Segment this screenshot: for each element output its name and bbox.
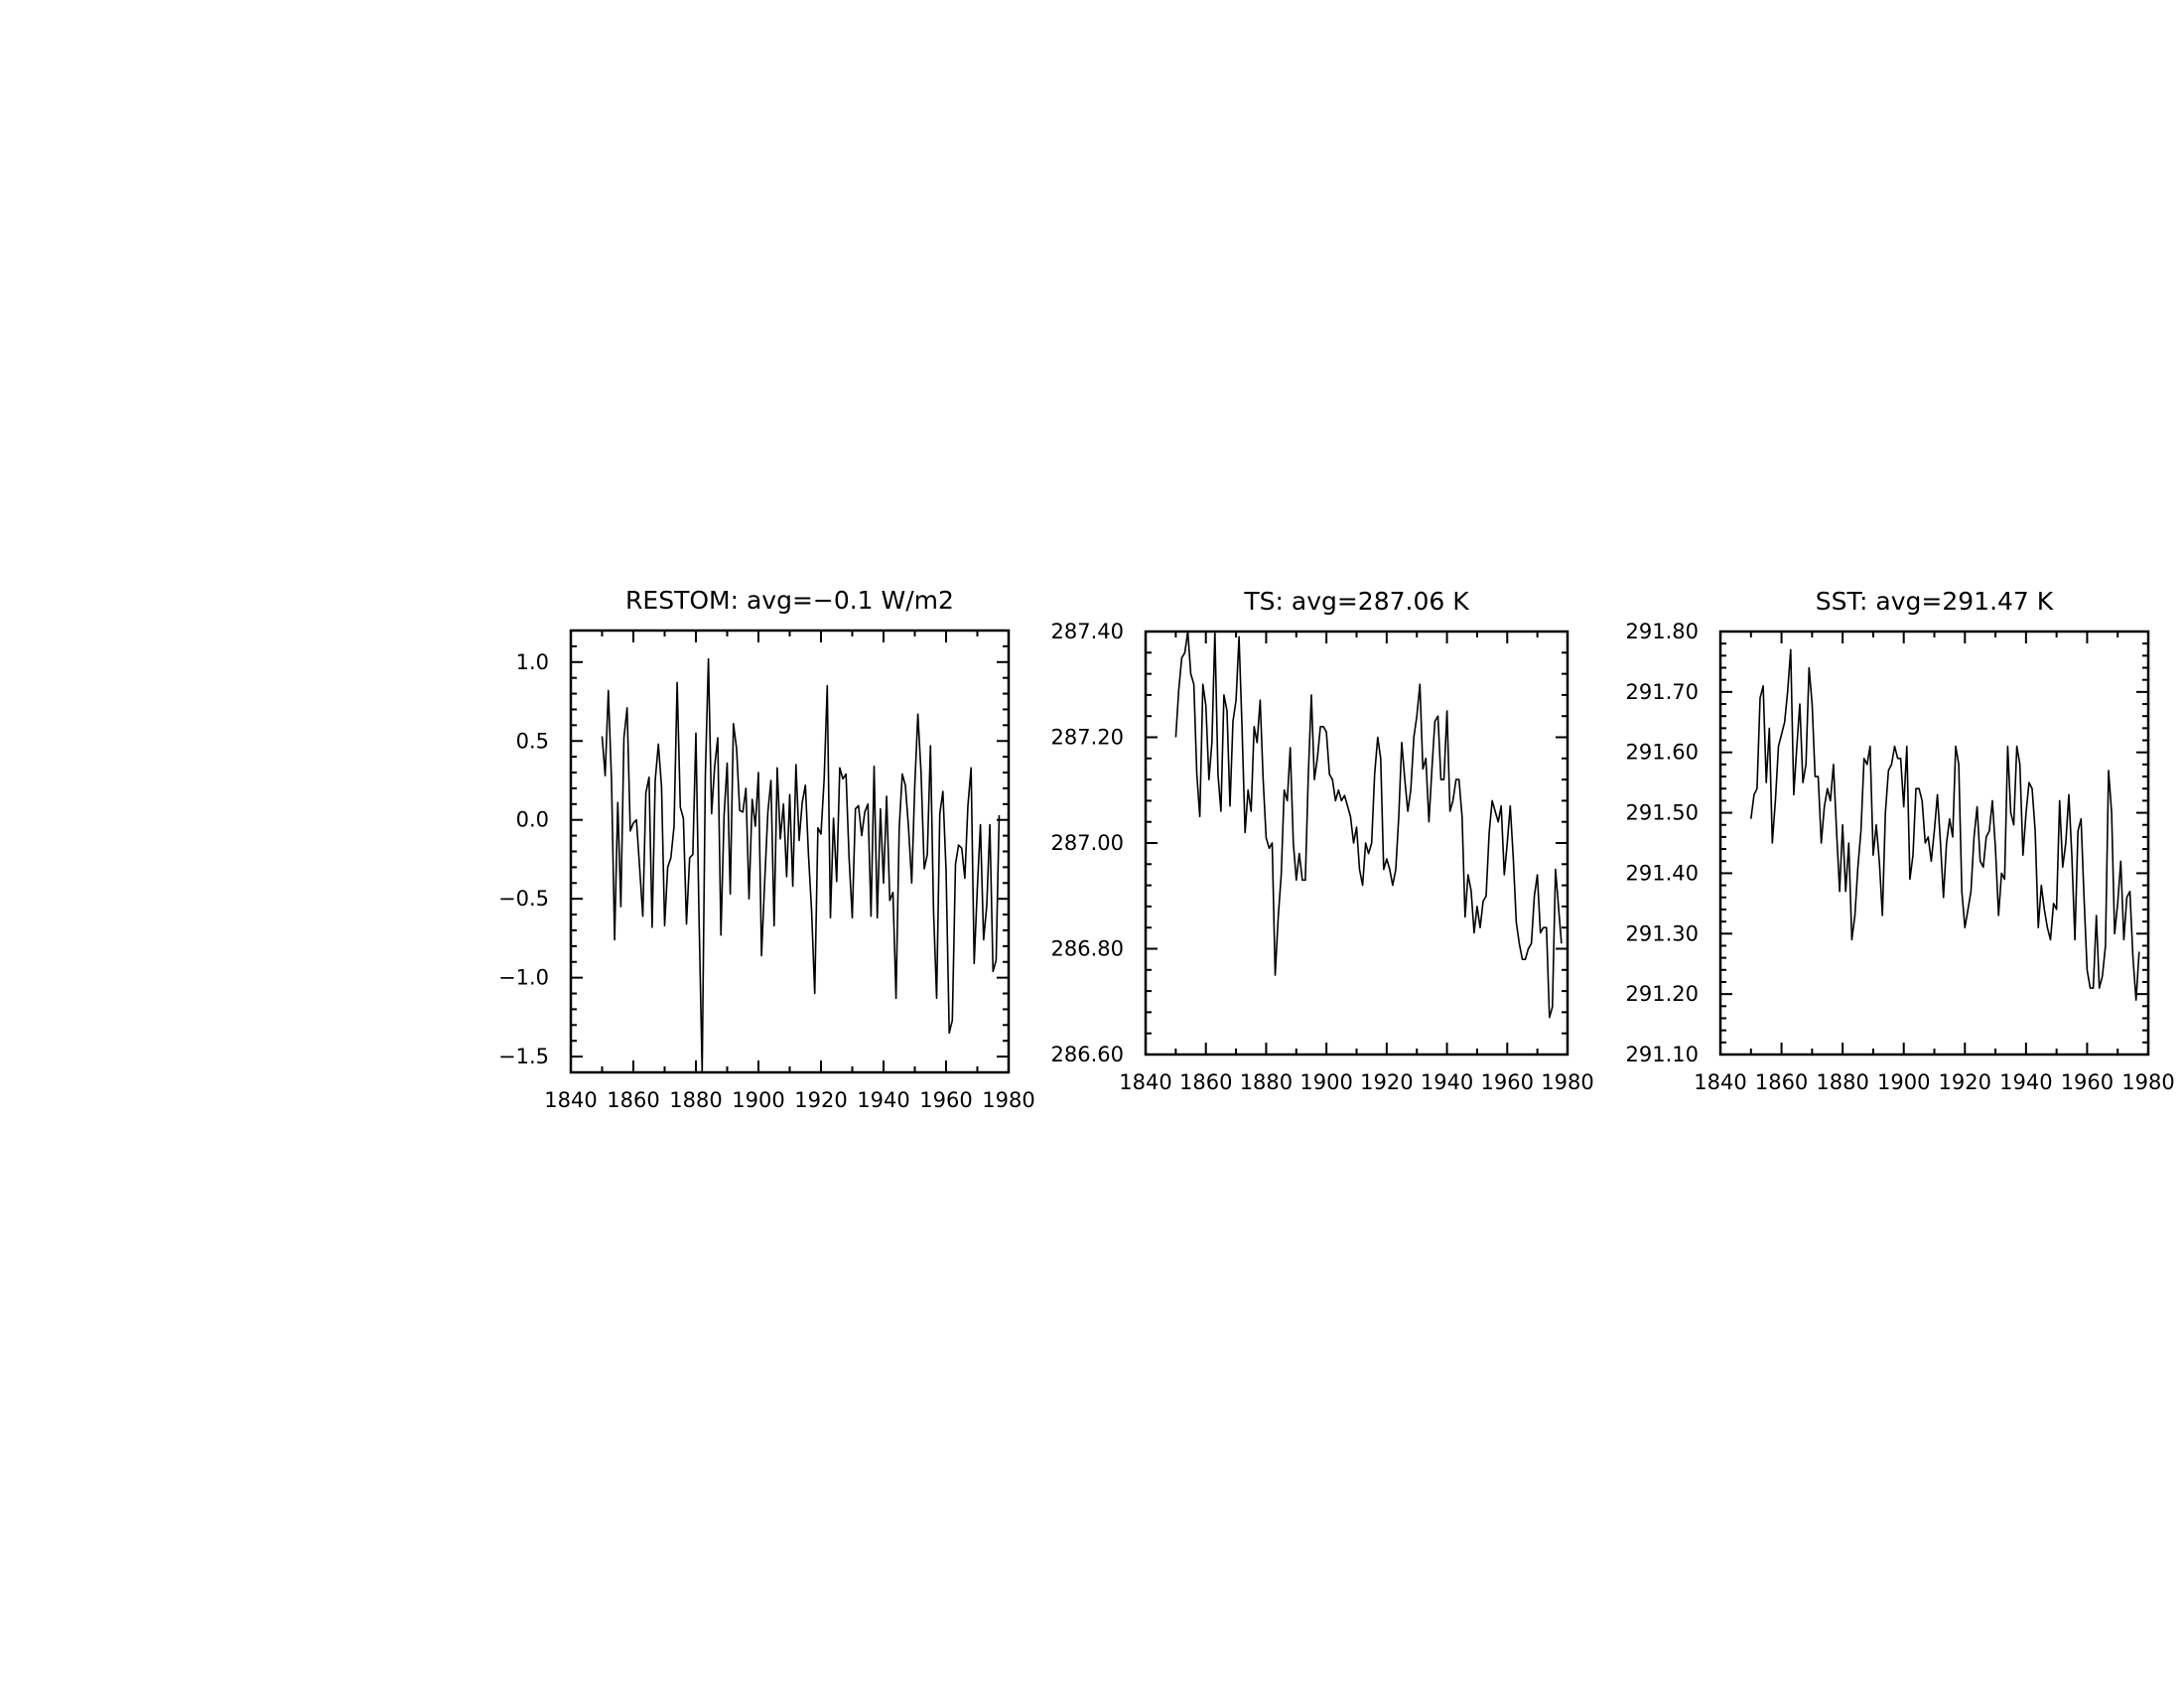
chart-panel-3: SST: avg=291.47 K 1840 1860 1880 1900 1920 194… (1626, 587, 2175, 1094)
x-tick-label: 1880 (1816, 1070, 1868, 1094)
plot-frame (569, 629, 1011, 1074)
y-tick-label: 291.30 (1626, 921, 1699, 945)
y-tick-label: −1.0 (498, 966, 549, 990)
x-tick-label: 1940 (857, 1088, 909, 1112)
y-tick-label: −1.5 (498, 1045, 549, 1068)
chart-title: TS: avg=287.06 K (1243, 587, 1469, 616)
x-tick-label: 1980 (2121, 1070, 2174, 1094)
x-tick-label: 1960 (919, 1088, 972, 1112)
y-tick-label: 0.5 (516, 729, 549, 753)
y-tick-label: 1.0 (516, 650, 549, 674)
x-tick-label: 1940 (1421, 1070, 1473, 1094)
series-line (601, 657, 1001, 1073)
x-tick-label: 1960 (1481, 1070, 1534, 1094)
x-tick-label: 1900 (1299, 1070, 1352, 1094)
chart-panel-2: TS: avg=287.06 K 1840 1860 1880 1900 1920 1940… (1051, 587, 1594, 1094)
x-tick-label: 1860 (607, 1088, 659, 1112)
x-tick-label: 1940 (1999, 1070, 2052, 1094)
axis-ticks (1719, 631, 2149, 1055)
y-tick-label: 287.00 (1051, 831, 1124, 855)
y-tick-label: 291.60 (1626, 741, 1699, 765)
chart-panel-1: RESTOM: avg=−0.1 W/m2 1840 1860 1880 1900 192… (498, 586, 1035, 1112)
y-tick-label: 287.40 (1051, 620, 1124, 643)
x-tick-label: 1920 (794, 1088, 847, 1112)
y-tick-label: 286.60 (1051, 1043, 1124, 1066)
x-tick-label: 1980 (982, 1088, 1034, 1112)
series-line (1750, 648, 2140, 1002)
y-tick-label: 291.50 (1626, 801, 1699, 825)
x-tick-label: 1920 (1360, 1070, 1413, 1094)
y-tick-label: 286.80 (1051, 937, 1124, 961)
axis-ticks (1145, 631, 1569, 1055)
chart-title: SST: avg=291.47 K (1816, 587, 2054, 616)
x-tick-label: 1840 (1119, 1070, 1171, 1094)
y-tick-label: 287.20 (1051, 726, 1124, 750)
x-tick-label: 1900 (732, 1088, 784, 1112)
x-tick-label: 1880 (669, 1088, 722, 1112)
y-tick-label: 291.10 (1626, 1043, 1699, 1066)
y-tick-label: 291.70 (1626, 680, 1699, 704)
x-tick-label: 1840 (1694, 1070, 1746, 1094)
x-tick-label: 1840 (544, 1088, 597, 1112)
x-tick-label: 1880 (1240, 1070, 1293, 1094)
y-tick-label: 291.20 (1626, 982, 1699, 1006)
series-line (1174, 631, 1563, 1019)
y-tick-label: 291.40 (1626, 861, 1699, 885)
plot-frame (1144, 630, 1570, 1056)
y-tick-label: 291.80 (1626, 620, 1699, 643)
y-tick-label: 0.0 (516, 808, 549, 832)
x-tick-label: 1900 (1877, 1070, 1930, 1094)
x-tick-label: 1980 (1541, 1070, 1593, 1094)
x-tick-label: 1860 (1179, 1070, 1232, 1094)
axis-ticks (570, 630, 1010, 1073)
x-tick-label: 1960 (2061, 1070, 2114, 1094)
y-tick-label: −0.5 (498, 887, 549, 911)
chart-title: RESTOM: avg=−0.1 W/m2 (625, 586, 954, 615)
x-tick-label: 1920 (1939, 1070, 1991, 1094)
x-tick-label: 1860 (1755, 1070, 1808, 1094)
plot-frame (1718, 630, 2150, 1056)
